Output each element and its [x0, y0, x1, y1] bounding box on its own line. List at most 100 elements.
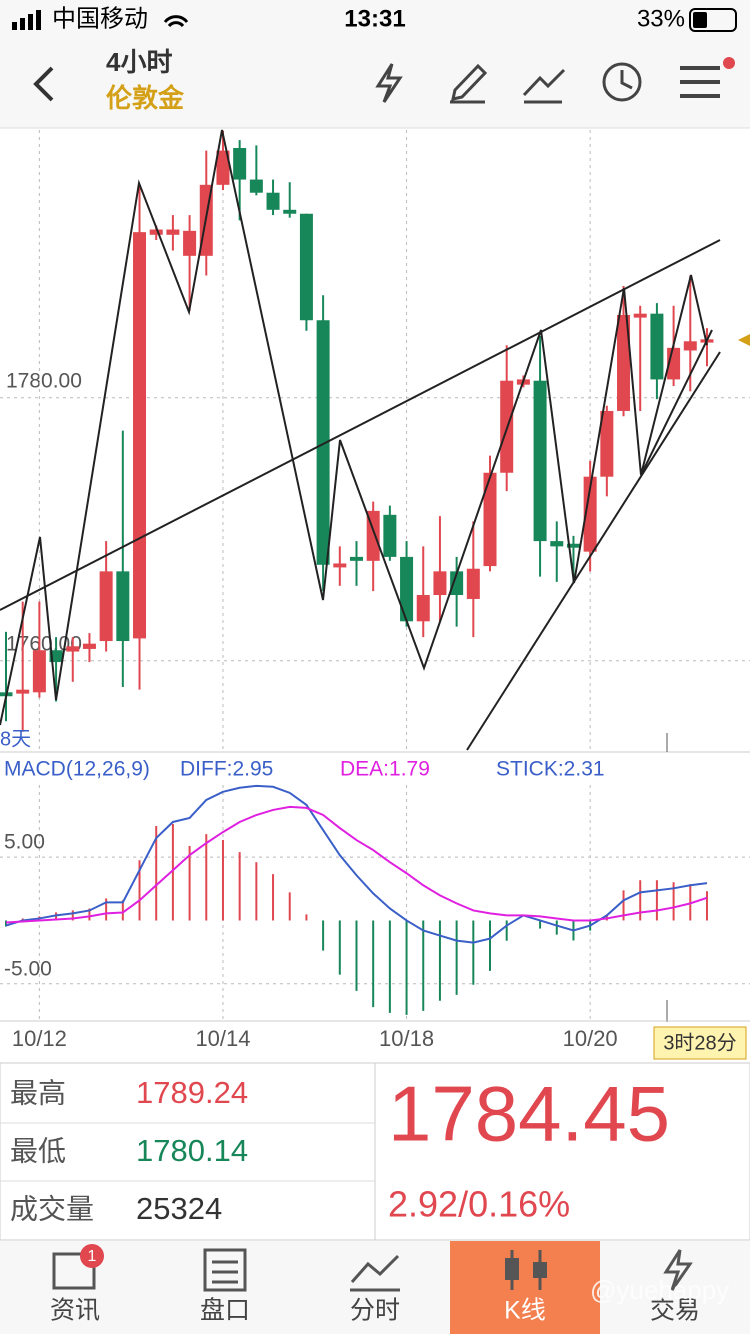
macd-plot: 5.00 -5.00 [0, 784, 750, 1015]
instrument: 伦敦金 [106, 83, 185, 113]
price-change: 2.92/0.16% [388, 1184, 570, 1225]
candle-body [433, 571, 447, 596]
low-label: 最低 [10, 1135, 66, 1166]
flash-button[interactable] [375, 63, 403, 103]
upper-trend [0, 239, 721, 611]
candle-body [49, 650, 63, 663]
candle-body [133, 232, 147, 639]
low-value: 1780.14 [136, 1133, 248, 1168]
candle-body [216, 150, 230, 185]
legend-stick: STICK:2.31 [496, 758, 605, 781]
candle-body [316, 320, 330, 565]
countdown: 3时28分 [663, 1031, 736, 1054]
candle-body [566, 543, 580, 548]
book-lines [212, 1260, 238, 1284]
last-price: 1784.45 [388, 1070, 670, 1158]
candle-body [416, 595, 430, 622]
candle-body [550, 541, 564, 547]
tab-label[interactable]: 交易 [650, 1297, 700, 1325]
lower-trend [466, 351, 721, 751]
kline-plot: 1760.00 1780.00 [0, 130, 750, 1021]
carrier: 中国移动 [52, 5, 148, 32]
macd-line [5, 784, 708, 944]
range-label: 8天 [0, 728, 31, 750]
macd-title: MACD(12,26,9) [4, 758, 150, 781]
countdown-box [653, 1026, 747, 1060]
candle-body [116, 571, 130, 642]
y-tick-label: 5.00 [4, 831, 45, 854]
candle-body [650, 313, 664, 380]
badge-count: 1 [88, 1248, 97, 1265]
trade-icon [663, 1249, 693, 1291]
candle-body [450, 571, 464, 596]
candle-body [166, 229, 180, 235]
high-value: 1789.24 [136, 1075, 248, 1110]
back-button[interactable] [33, 66, 54, 102]
tab-bar [0, 1241, 750, 1334]
candle-body [533, 380, 547, 542]
candle-body [600, 410, 614, 477]
candle-body [249, 179, 263, 193]
tabs: 资讯 盘口 分时 K线 交易 [50, 1297, 700, 1325]
candle-body [333, 563, 347, 568]
candle-body [99, 571, 113, 642]
candle-body [266, 192, 280, 210]
tab-label[interactable]: 分时 [350, 1297, 400, 1325]
wifi-icon [163, 15, 189, 28]
candle-body [483, 472, 497, 567]
kline-icon-body [505, 1258, 519, 1280]
active-tab-bg [450, 1241, 600, 1334]
candle-body [66, 646, 80, 652]
battery-icon [689, 8, 737, 32]
draw-button[interactable] [450, 63, 488, 104]
candle-body [149, 229, 163, 235]
candle-body [400, 556, 414, 622]
candle-body [466, 568, 480, 599]
y-tick-label: -5.00 [4, 957, 52, 980]
battery-level [693, 12, 707, 28]
x-tick-label: 10/14 [195, 1026, 250, 1051]
kline-icon-body [533, 1262, 547, 1278]
line-tool-button[interactable] [522, 68, 566, 104]
legend-dea: DEA:1.79 [340, 758, 430, 781]
watermark: @yuehappy [590, 1275, 729, 1305]
battery-text: 33% [637, 5, 685, 32]
candle-body [633, 313, 647, 318]
news-icon [52, 1252, 96, 1290]
candle-body [183, 230, 197, 256]
trend-icon [350, 1254, 400, 1292]
candle-body [82, 643, 96, 649]
clock: 13:31 [344, 5, 405, 32]
book-icon [203, 1248, 247, 1292]
candle-body [349, 556, 363, 561]
time-button[interactable] [602, 62, 642, 102]
candle-body [16, 689, 30, 694]
period: 4小时 [106, 47, 172, 77]
candle-body [683, 341, 697, 351]
zigzag [0, 129, 708, 726]
drawings [0, 129, 721, 751]
candle-body [383, 514, 397, 557]
time-hand [620, 70, 633, 90]
x-tick-label: 10/12 [12, 1026, 67, 1051]
candle-body [617, 314, 631, 411]
candle-body [283, 209, 297, 214]
macd-line [5, 805, 708, 924]
candle-body [32, 650, 46, 693]
menu-dot [723, 57, 735, 69]
inner-trend [640, 329, 713, 476]
menu-button[interactable] [680, 66, 720, 98]
candle-body [233, 148, 247, 180]
volume-value: 25324 [136, 1191, 222, 1226]
candle-body [299, 213, 313, 321]
candle-body [583, 476, 597, 552]
volume-label: 成交量 [10, 1193, 94, 1224]
tab-label[interactable]: 资讯 [50, 1297, 100, 1325]
y-tick-label: 1760.00 [6, 632, 82, 655]
tab-label[interactable]: K线 [504, 1297, 546, 1325]
signal-icon [12, 10, 41, 30]
tab-label[interactable]: 盘口 [200, 1297, 250, 1325]
y-tick-label: 1780.00 [6, 369, 82, 392]
